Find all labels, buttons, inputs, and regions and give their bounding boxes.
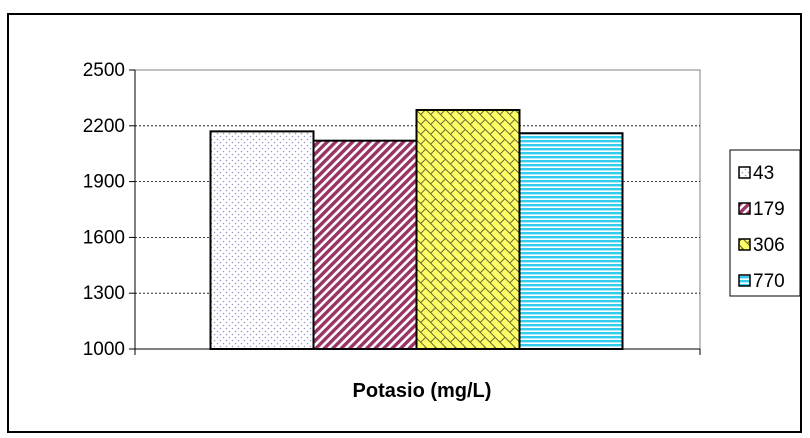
- legend-swatch-179: [738, 202, 751, 215]
- legend-swatch-43: [738, 166, 751, 179]
- legend-swatch-770: [738, 274, 751, 287]
- legend-label-179: 179: [753, 199, 785, 220]
- y-tick-label: 2500: [83, 60, 125, 81]
- legend-label-770: 770: [753, 271, 785, 292]
- legend-swatch-306: [738, 238, 751, 251]
- y-tick-label: 1300: [83, 283, 125, 304]
- bar-43: [209, 130, 315, 350]
- bar-179: [312, 139, 418, 350]
- legend-label-43: 43: [753, 163, 774, 184]
- bar-770: [518, 132, 624, 350]
- y-tick-label: 1600: [83, 227, 125, 248]
- x-axis-label: Potasio (mg/L): [353, 380, 492, 402]
- y-tick-label: 1900: [83, 172, 125, 193]
- y-tick-label: 1000: [83, 339, 125, 360]
- legend-label-306: 306: [753, 235, 785, 256]
- bar-306: [415, 108, 521, 350]
- y-tick-label: 2200: [83, 116, 125, 137]
